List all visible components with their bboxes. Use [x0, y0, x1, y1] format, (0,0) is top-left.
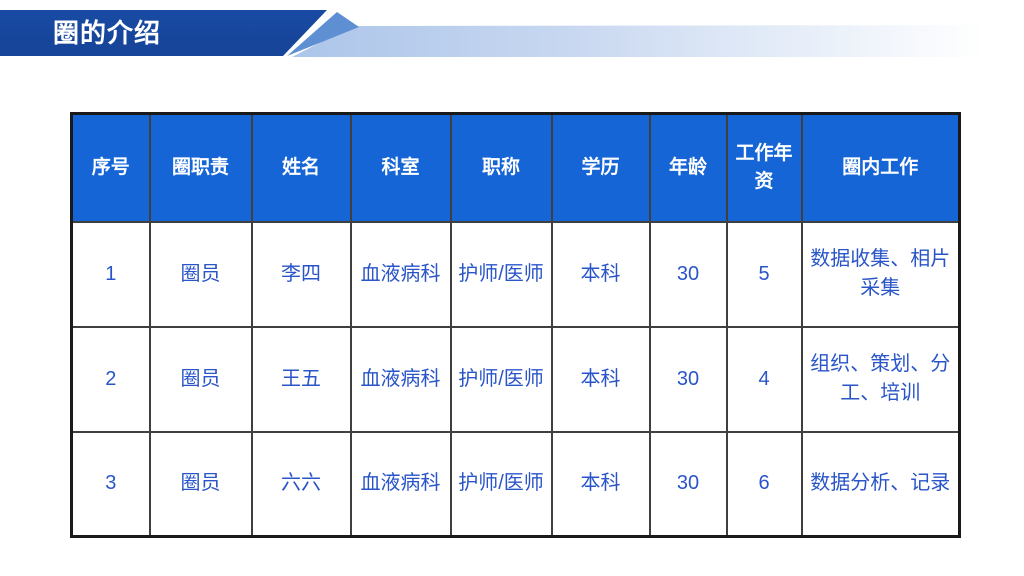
title-banner: 圈的介绍 [0, 0, 1024, 58]
cell-r1-education: 本科 [550, 220, 651, 328]
banner-dark-bar [0, 10, 327, 56]
slide-title: 圈的介绍 [53, 18, 162, 48]
header-cell-name: 姓名 [250, 112, 352, 223]
cell-r1-name: 李四 [250, 220, 352, 328]
header-cell-department: 科室 [349, 112, 452, 223]
members-table-container: 序号 圈职责 姓名 科室 职称 学历 年龄 工作年资 圈内工作 1 圈员 李四 … [70, 112, 961, 538]
cell-r1-seniority: 5 [725, 220, 803, 328]
members-table: 序号 圈职责 姓名 科室 职称 学历 年龄 工作年资 圈内工作 1 圈员 李四 … [70, 112, 961, 538]
header-cell-job-title: 职称 [449, 112, 553, 223]
header-cell-seniority: 工作年资 [725, 112, 803, 223]
cell-r1-age: 30 [648, 220, 728, 328]
cell-r3-seniority: 6 [725, 430, 803, 538]
cell-r1-circle-work: 数据收集、相片采集 [800, 220, 961, 328]
header-cell-circle-role: 圈职责 [148, 112, 253, 223]
cell-r2-circle-role: 圈员 [148, 325, 253, 433]
table-row: 3 圈员 六六 血液病科 护师/医师 本科 30 6 数据分析、记录 [70, 430, 961, 538]
cell-r2-age: 30 [648, 325, 728, 433]
cell-r2-seniority: 4 [725, 325, 803, 433]
header-cell-age: 年龄 [648, 112, 728, 223]
cell-r2-serial-no: 2 [70, 325, 151, 433]
cell-r2-name: 王五 [250, 325, 352, 433]
cell-r2-job-title: 护师/医师 [449, 325, 553, 433]
cell-r3-education: 本科 [550, 430, 651, 538]
table-row: 1 圈员 李四 血液病科 护师/医师 本科 30 5 数据收集、相片采集 [70, 220, 961, 328]
cell-r2-circle-work: 组织、策划、分工、培训 [800, 325, 961, 433]
cell-r3-serial-no: 3 [70, 430, 151, 538]
cell-r3-age: 30 [648, 430, 728, 538]
cell-r1-department: 血液病科 [349, 220, 452, 328]
cell-r3-department: 血液病科 [349, 430, 452, 538]
cell-r2-education: 本科 [550, 325, 651, 433]
cell-r2-department: 血液病科 [349, 325, 452, 433]
table-row: 2 圈员 王五 血液病科 护师/医师 本科 30 4 组织、策划、分工、培训 [70, 325, 961, 433]
header-cell-education: 学历 [550, 112, 651, 223]
cell-r1-serial-no: 1 [70, 220, 151, 328]
banner-ribbon-decoration [292, 25, 1024, 57]
header-cell-serial-no: 序号 [70, 112, 151, 223]
table-header-row: 序号 圈职责 姓名 科室 职称 学历 年龄 工作年资 圈内工作 [70, 112, 961, 223]
cell-r1-job-title: 护师/医师 [449, 220, 553, 328]
cell-r3-circle-role: 圈员 [148, 430, 253, 538]
header-cell-circle-work: 圈内工作 [800, 112, 961, 223]
cell-r3-name: 六六 [250, 430, 352, 538]
cell-r3-job-title: 护师/医师 [449, 430, 553, 538]
cell-r1-circle-role: 圈员 [148, 220, 253, 328]
cell-r3-circle-work: 数据分析、记录 [800, 430, 961, 538]
